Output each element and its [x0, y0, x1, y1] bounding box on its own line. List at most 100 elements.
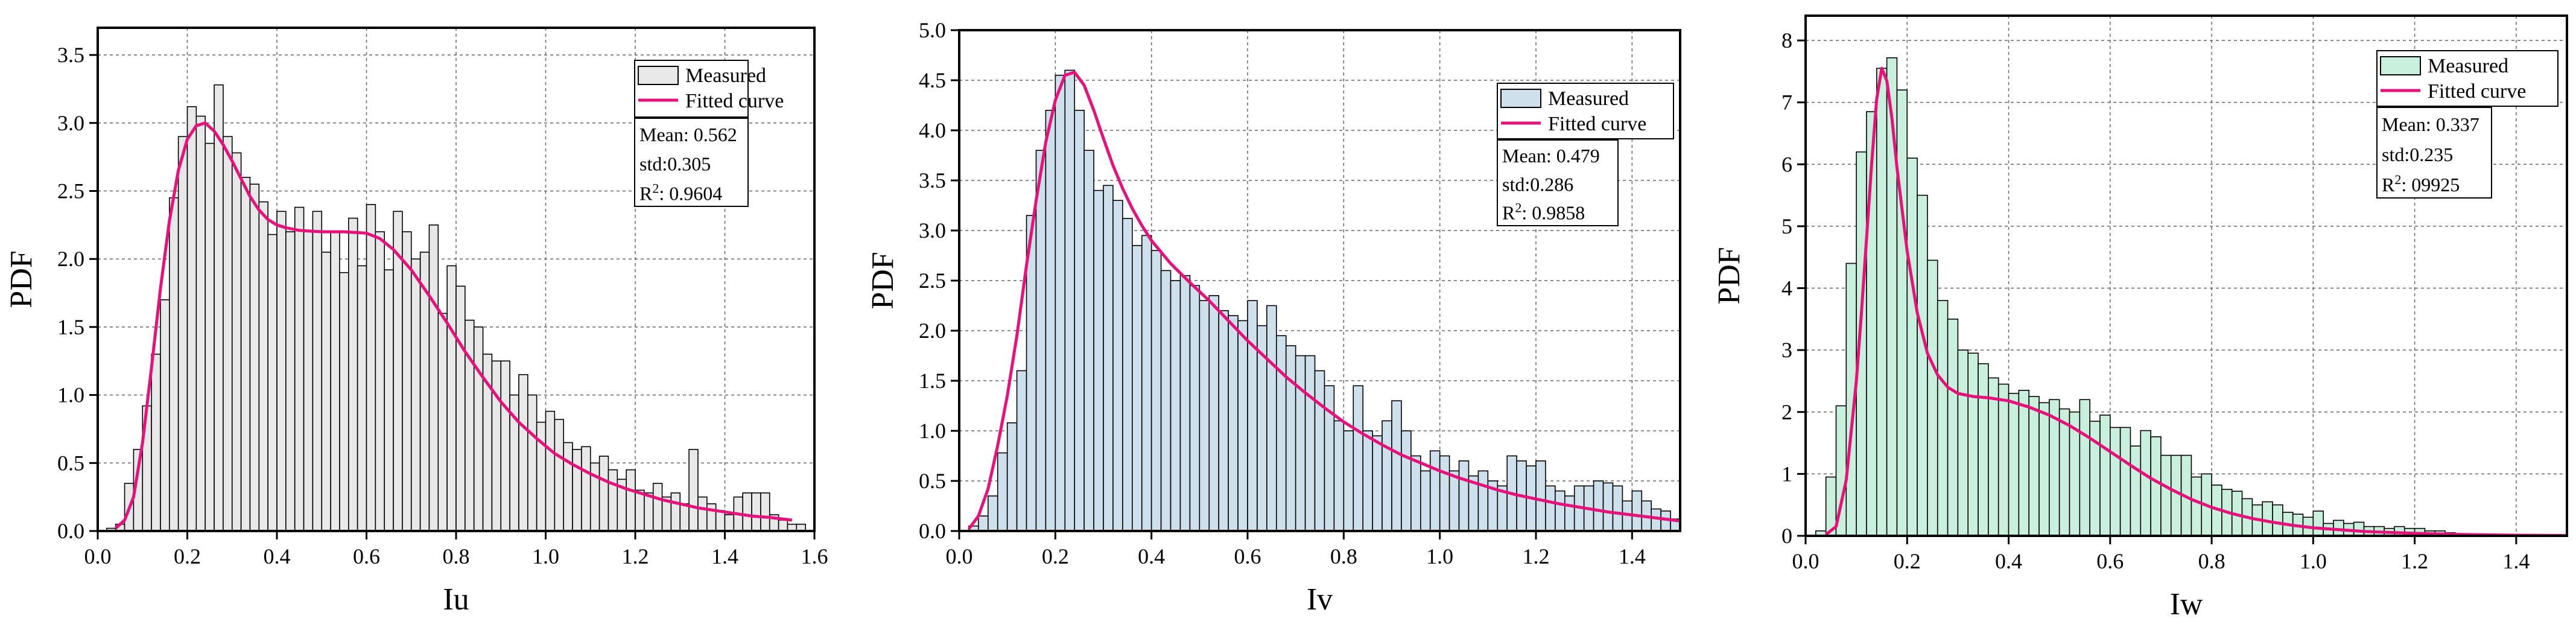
histogram-bar [276, 211, 287, 532]
histogram-bar [2119, 427, 2131, 536]
legend-swatch-measured [638, 66, 679, 85]
histogram-bar [1439, 455, 1450, 532]
histogram-bar [1372, 435, 1383, 532]
histogram-bar [410, 258, 421, 532]
y-tick-label: 2 [1781, 400, 1792, 424]
legend-swatch-measured [1500, 89, 1541, 108]
histogram-bar [1006, 422, 1018, 532]
y-tick-label: 1 [1781, 462, 1792, 486]
histogram-bar [1237, 320, 1248, 532]
x-axis-ticks: 0.0 0.2 0.4 0.6 0.8 1.0 1.2 1.4 [1792, 536, 2530, 573]
histogram-bar [357, 265, 367, 532]
chart-panel-iu: 0.0 0.2 0.4 0.6 0.8 1.0 1.2 1.4 1.6 0.0 0.5 1.0 1.5… [4, 27, 828, 617]
histogram-bar [491, 360, 502, 532]
y-tick-label: 2.5 [57, 179, 84, 203]
histogram-bar [151, 354, 161, 532]
y-tick-label: 2.0 [919, 319, 946, 343]
histogram-bar [1304, 355, 1316, 532]
y-tick-label: 2.5 [919, 269, 946, 293]
histogram-bar [186, 106, 197, 532]
histogram-bar [554, 419, 564, 532]
histogram-bar [321, 252, 331, 532]
histogram-bar [2191, 476, 2203, 536]
x-tick-label: 0.0 [946, 544, 973, 568]
histogram-bar [1927, 259, 1938, 536]
x-tick-label: 1.6 [801, 544, 828, 568]
y-tick-label: 0.0 [919, 519, 946, 543]
x-tick-label: 1.0 [532, 544, 559, 568]
stats-r-squared: R2: 0.9858 [1502, 200, 1585, 224]
legend-swatch-measured [2380, 56, 2421, 75]
histogram-bar [1132, 245, 1143, 532]
histogram-bar [1314, 370, 1325, 532]
histogram-bar [339, 272, 349, 532]
r2-superscript: 2 [652, 180, 659, 196]
histogram-bar [751, 492, 761, 532]
histogram-bar [1333, 420, 1345, 532]
histogram-bar [1555, 490, 1566, 532]
histogram-bar [1896, 89, 1908, 536]
x-tick-label: 0.6 [2096, 549, 2124, 573]
histogram-bar [2038, 402, 2050, 536]
histogram-bar [644, 492, 654, 532]
y-tick-label: 0.5 [57, 451, 84, 475]
histogram-bar [249, 183, 260, 532]
histogram-bar [608, 469, 618, 532]
y-axis-ticks: 0.0 0.5 1.0 1.5 2.0 2.5 3.0 3.5 [57, 43, 98, 543]
stats-mean: Mean: 0.479 [1502, 145, 1600, 167]
histogram-bar [2099, 415, 2111, 536]
stats-r-squared: R2: 09925 [2382, 172, 2460, 196]
y-tick-label: 1.5 [57, 315, 84, 339]
histogram-bar [1410, 455, 1421, 532]
histogram-bar [2028, 396, 2040, 536]
histogram-bar [2312, 510, 2324, 536]
fitted-curve-line [115, 121, 793, 530]
y-tick-label: 5.0 [919, 18, 946, 42]
x-tick-label: 0.6 [1234, 544, 1261, 568]
histogram-bar [2018, 390, 2029, 536]
histogram-bar [1016, 370, 1027, 532]
stats-std: std:0.305 [639, 153, 711, 175]
histogram-bar [1545, 485, 1556, 532]
histogram-bar [652, 483, 663, 532]
histogram-bar [2272, 504, 2283, 536]
histogram-bar [1988, 377, 1999, 536]
histogram-bar [670, 492, 681, 532]
histogram-bar [1353, 385, 1363, 532]
histogram-bar [1651, 508, 1661, 532]
fitted-curve-line [967, 71, 1681, 530]
stats-std: std:0.286 [1502, 173, 1573, 195]
plot-frame [1804, 14, 2568, 537]
histogram-bar [1906, 157, 1918, 536]
histogram-bar [1122, 218, 1133, 532]
y-tick-label: 5 [1781, 214, 1792, 238]
histogram-bar [581, 446, 591, 532]
legend: Measured Fitted curve [1497, 83, 1674, 139]
histogram-bar [1208, 295, 1220, 532]
histogram-bar [1602, 482, 1614, 532]
stats-box: Mean: 0.562 std:0.305 R2: 0.9604 [634, 118, 749, 207]
histogram-bar [1141, 235, 1152, 532]
histogram-bar [1093, 189, 1104, 532]
histogram-bar [1285, 345, 1296, 532]
y-tick-label: 3.0 [919, 218, 946, 243]
r2-prefix: R [1502, 202, 1515, 224]
histogram-bar [294, 206, 305, 532]
histogram-bar [1612, 485, 1623, 532]
histogram-bar [715, 510, 726, 532]
histogram-bar [978, 515, 989, 532]
histogram-bar [527, 394, 538, 532]
histogram-bar [1199, 300, 1210, 532]
histogram-bar [997, 452, 1008, 532]
histogram-bar [267, 234, 278, 532]
histogram-bar [2110, 427, 2121, 536]
histogram-bar [1420, 470, 1431, 532]
histogram-bar [500, 360, 510, 532]
x-axis-ticks: 0.0 0.2 0.4 0.6 0.8 1.0 1.2 1.4 1.6 [84, 531, 828, 568]
histogram-bar [330, 231, 340, 532]
y-tick-label: 6 [1781, 152, 1792, 176]
histogram-bar [223, 136, 233, 532]
x-tick-label: 0.2 [1042, 544, 1069, 568]
x-tick-label: 0.4 [1138, 544, 1165, 568]
histogram-bar [160, 299, 170, 532]
